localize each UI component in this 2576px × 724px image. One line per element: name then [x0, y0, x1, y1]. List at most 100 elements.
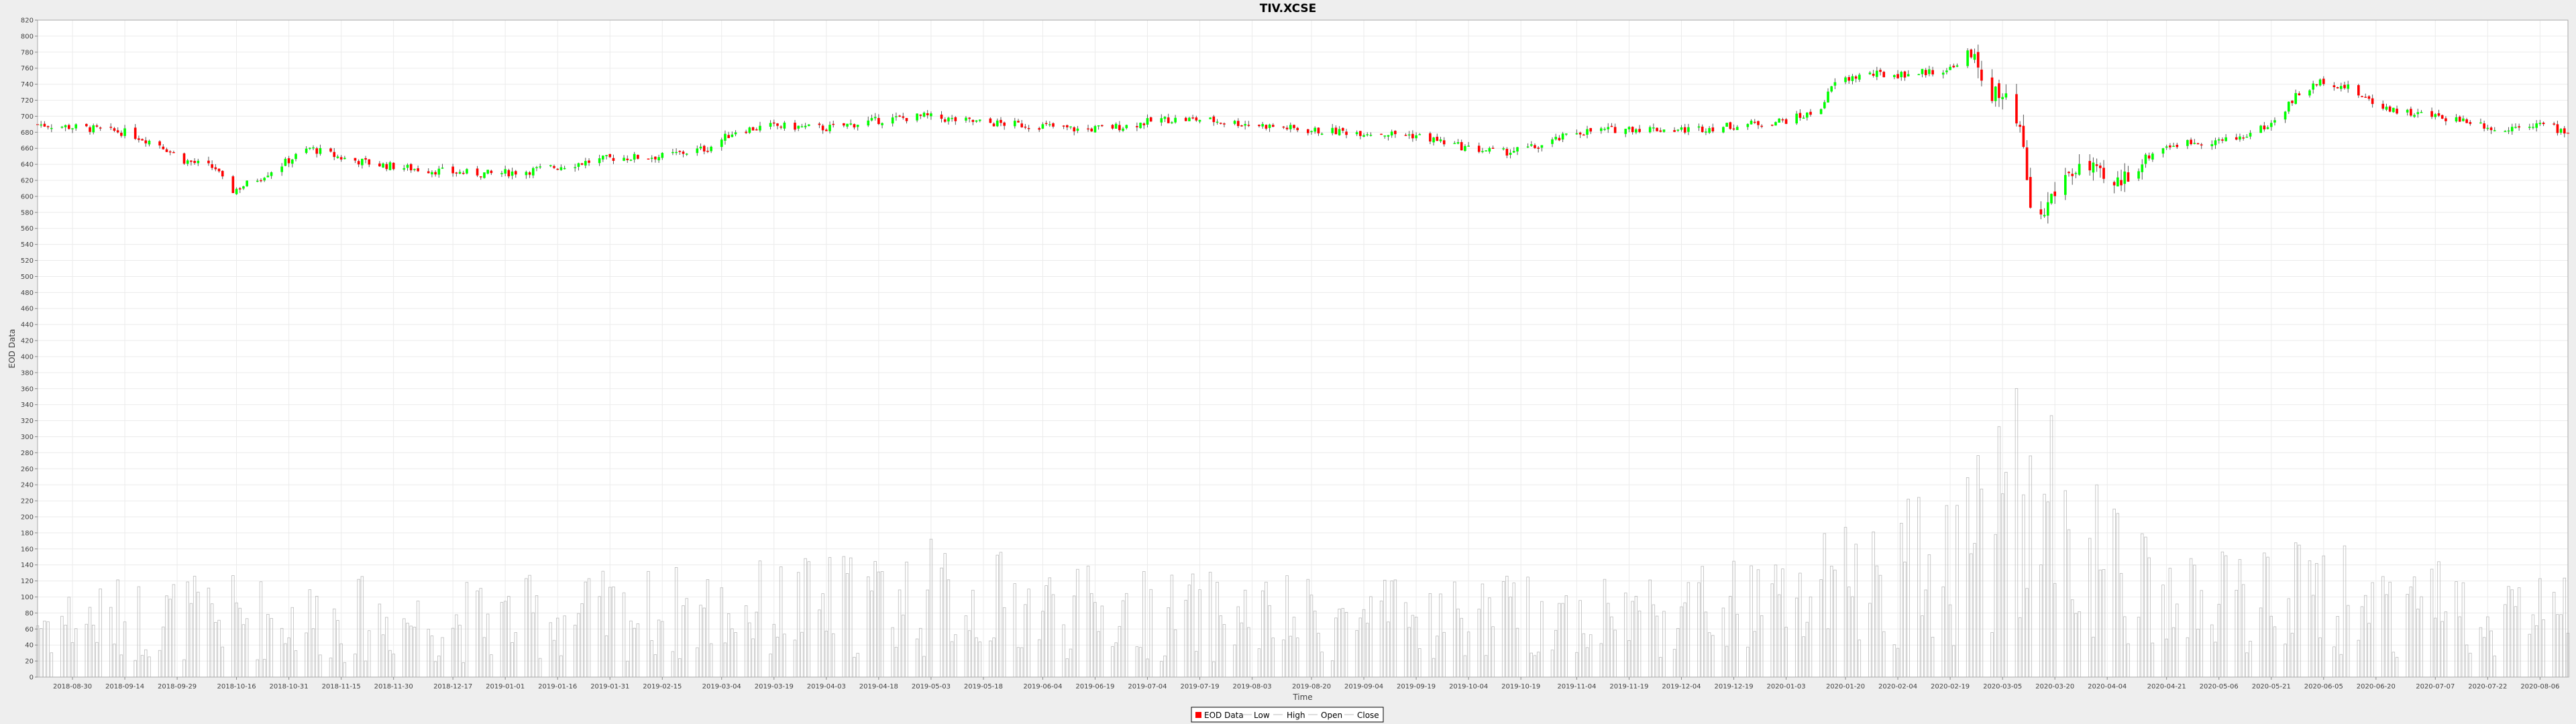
candle-body	[1310, 131, 1313, 133]
x-tick-label: 2020-02-04	[1878, 683, 1917, 690]
candle-body	[92, 125, 95, 133]
candle-body	[1436, 137, 1439, 141]
candle-body	[1627, 127, 1631, 129]
candle-body	[1582, 134, 1585, 136]
candle-body	[1589, 128, 1593, 132]
candle-body	[2029, 176, 2032, 208]
y-tick-label: 220	[21, 498, 34, 505]
candle-body	[1631, 127, 1634, 133]
candle-body	[1750, 121, 1753, 125]
candle-body	[2039, 209, 2043, 215]
candle-body	[2214, 140, 2217, 145]
x-tick-label: 2019-08-20	[1292, 683, 1331, 690]
candle-body	[2343, 84, 2346, 88]
candle-body	[1069, 126, 1072, 128]
x-tick-label: 2019-10-19	[1501, 683, 1540, 690]
candle-body	[1062, 125, 1065, 127]
candle-body	[1394, 131, 1397, 135]
candle-body	[1854, 76, 1858, 79]
candle-body	[1564, 133, 1568, 135]
candle-body	[539, 166, 542, 168]
candle-body	[1038, 128, 1041, 130]
candle-body	[1240, 125, 1243, 127]
candle-body	[392, 162, 395, 170]
candle-body	[1293, 125, 1295, 128]
candle-body	[2196, 143, 2200, 145]
x-tick-label: 2019-01-01	[486, 683, 525, 690]
candle-body	[1516, 147, 1519, 152]
candle-body	[1467, 145, 1470, 147]
x-tick-label: 2019-08-03	[1232, 683, 1271, 690]
candle-body	[1512, 151, 1515, 153]
candle-body	[922, 113, 926, 117]
candle-body	[50, 127, 53, 129]
candle-body	[2190, 139, 2192, 145]
candle-body	[1219, 123, 1222, 124]
candle-body	[2410, 109, 2412, 116]
candle-body	[2147, 155, 2151, 159]
candle-body	[853, 124, 856, 128]
candle-body	[1464, 145, 1466, 152]
x-tick-label: 2020-01-20	[1826, 683, 1865, 690]
candle-body	[1149, 117, 1152, 122]
candle-body	[2294, 93, 2298, 104]
candle-body	[1289, 125, 1292, 129]
candle-body	[1980, 69, 1983, 81]
candle-body	[1317, 127, 1320, 133]
candle-body	[797, 125, 800, 129]
candle-body	[2514, 127, 2517, 128]
candle-body	[123, 128, 126, 136]
candle-body	[231, 176, 235, 193]
candle-body	[1418, 134, 1421, 135]
candle-body	[1209, 117, 1212, 119]
chart-title: TIV.XCSE	[1260, 2, 1317, 15]
candle-body	[574, 167, 577, 168]
candle-body	[1502, 148, 1505, 149]
candle-body	[1171, 122, 1173, 123]
candle-body	[336, 156, 339, 158]
x-tick-label: 2019-09-04	[1344, 683, 1383, 690]
y-tick-label: 600	[21, 193, 34, 200]
candle-body	[2445, 118, 2447, 121]
candle-body	[821, 125, 824, 131]
candle-body	[1578, 132, 1582, 135]
candle-body	[329, 148, 332, 152]
legend-label-eod: EOD Data	[1204, 711, 1244, 720]
x-tick-label: 2019-12-19	[1714, 683, 1753, 690]
candle-body	[1411, 133, 1414, 139]
candle-body	[1429, 133, 1432, 142]
candle-body	[605, 155, 608, 157]
candle-body	[361, 158, 364, 166]
candle-body	[339, 157, 343, 160]
candle-body	[1076, 128, 1079, 131]
candle-body	[1949, 66, 1951, 70]
candle-body	[1635, 129, 1638, 133]
candle-body	[1799, 113, 1802, 118]
candle-body	[207, 160, 210, 164]
y-tick-label: 740	[21, 81, 34, 88]
candle-body	[2259, 125, 2262, 133]
x-tick-label: 2019-01-31	[590, 683, 629, 690]
candle-body	[772, 122, 775, 124]
candle-body	[417, 168, 419, 172]
x-tick-label: 2019-11-04	[1557, 683, 1596, 690]
candle-body	[2074, 173, 2078, 174]
candle-body	[2420, 112, 2423, 113]
candle-body	[2217, 139, 2220, 141]
candle-body	[2332, 85, 2336, 88]
candle-body	[1432, 137, 1435, 143]
candle-body	[2245, 136, 2249, 138]
candle-body	[580, 163, 584, 165]
candle-body	[780, 126, 783, 128]
candle-body	[873, 117, 877, 119]
candle-body	[1359, 131, 1362, 136]
candle-body	[2465, 119, 2468, 123]
candle-body	[333, 152, 336, 158]
candle-body	[870, 118, 873, 121]
x-tick-label: 2019-03-19	[755, 683, 794, 690]
candle-body	[2479, 122, 2482, 124]
candle-body	[1994, 86, 1997, 101]
candle-body	[133, 127, 137, 139]
x-tick-label: 2019-02-15	[643, 683, 682, 690]
candle-body	[2385, 107, 2388, 110]
